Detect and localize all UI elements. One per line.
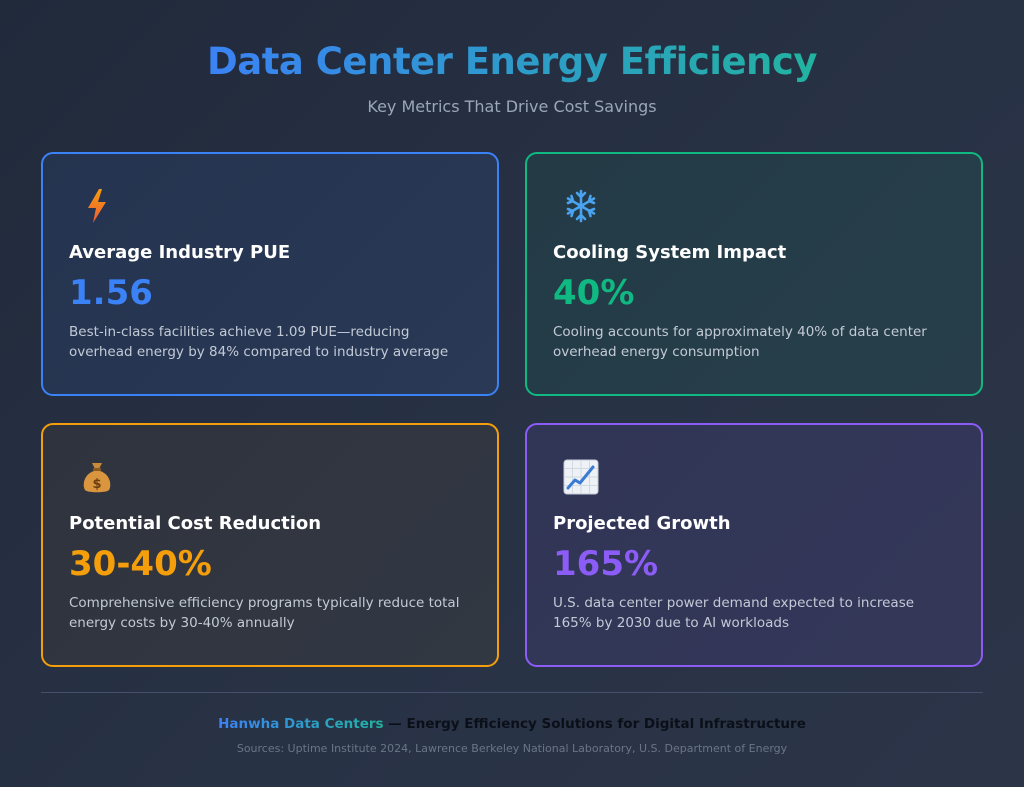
card-description: Comprehensive efficiency programs typica…: [69, 594, 460, 631]
card-description: Best-in-class facilities achieve 1.09 PU…: [69, 323, 449, 360]
card-title: Potential Cost Reduction: [69, 513, 322, 534]
metric-card-cost: $ Potential Cost Reduction 30-40% Compre…: [41, 423, 499, 667]
chart-increasing-icon: [559, 455, 603, 499]
metric-card-cooling: Cooling System Impact 40% Cooling accoun…: [525, 152, 983, 396]
page-header: Data Center Energy Efficiency Key Metric…: [0, 40, 1024, 116]
card-title: Cooling System Impact: [553, 242, 787, 263]
footer-divider: [41, 692, 983, 693]
footer-tagline: — Energy Efficiency Solutions for Digita…: [383, 716, 806, 732]
footer-tagline-line: Hanwha Data Centers — Energy Efficiency …: [0, 716, 1024, 732]
metric-card-growth: Projected Growth 165% U.S. data center p…: [525, 423, 983, 667]
lightning-bolt-icon: [75, 184, 119, 228]
card-title: Average Industry PUE: [69, 242, 291, 263]
card-value: 40%: [553, 273, 635, 313]
money-bag-icon: $: [75, 455, 119, 499]
card-title: Projected Growth: [553, 513, 731, 534]
footer: Hanwha Data Centers — Energy Efficiency …: [0, 716, 1024, 755]
svg-text:$: $: [92, 477, 101, 492]
card-value: 30-40%: [69, 544, 212, 584]
brand-name: Hanwha Data Centers: [218, 716, 384, 732]
card-value: 1.56: [69, 273, 153, 313]
snowflake-icon: [559, 184, 603, 228]
card-description: Cooling accounts for approximately 40% o…: [553, 323, 927, 360]
card-value: 165%: [553, 544, 659, 584]
card-description: U.S. data center power demand expected t…: [553, 594, 915, 631]
metric-card-pue: Average Industry PUE 1.56 Best-in-class …: [41, 152, 499, 396]
page-subtitle: Key Metrics That Drive Cost Savings: [367, 97, 657, 116]
sources-text: Sources: Uptime Institute 2024, Lawrence…: [236, 742, 788, 755]
page-title: Data Center Energy Efficiency: [207, 40, 817, 83]
